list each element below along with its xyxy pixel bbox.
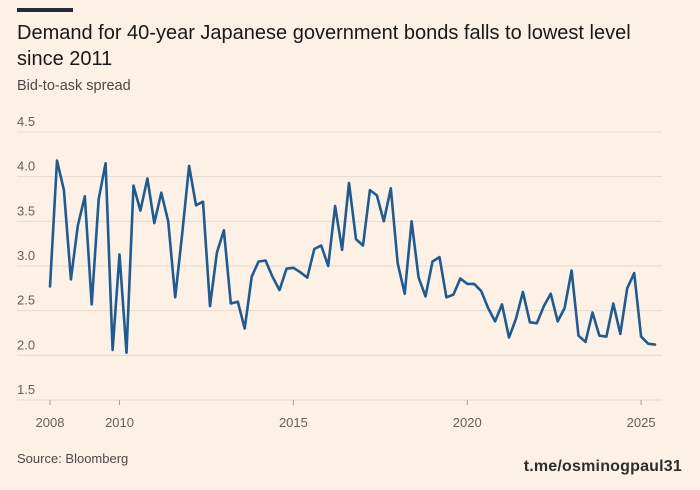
- series-layer: [48, 159, 657, 355]
- y-tick-label: 3.0: [17, 248, 35, 263]
- watermark-link[interactable]: t.me/osminogpaul31: [523, 458, 682, 475]
- chart-subtitle: Bid-to-ask spread: [17, 78, 131, 94]
- brand-bar: [17, 8, 73, 12]
- x-tick-label: 2008: [36, 415, 65, 430]
- y-tick-label: 4.0: [17, 159, 35, 174]
- y-tick-label: 2.0: [17, 337, 35, 352]
- y-tick-label: 1.5: [17, 382, 35, 397]
- source-note: Source: Bloomberg: [17, 451, 129, 466]
- y-tick-label: 3.5: [17, 203, 35, 218]
- x-tick-label: 2015: [279, 415, 308, 430]
- x-tick-label: 2010: [105, 415, 134, 430]
- y-axis-ticks: 1.5 2.0 2.5 3.0 3.5 4.0 4.5: [17, 114, 35, 397]
- gridlines: [17, 131, 662, 401]
- series-line: [48, 159, 657, 355]
- x-axis-ticks: 2008 2010 2015 2020 2025: [36, 400, 656, 430]
- chart-title: Demand for 40-year Japanese government b…: [17, 22, 631, 70]
- x-tick-label: 2025: [627, 415, 656, 430]
- y-tick-label: 4.5: [17, 114, 35, 129]
- x-tick-label: 2020: [453, 415, 482, 430]
- y-tick-label: 2.5: [17, 293, 35, 308]
